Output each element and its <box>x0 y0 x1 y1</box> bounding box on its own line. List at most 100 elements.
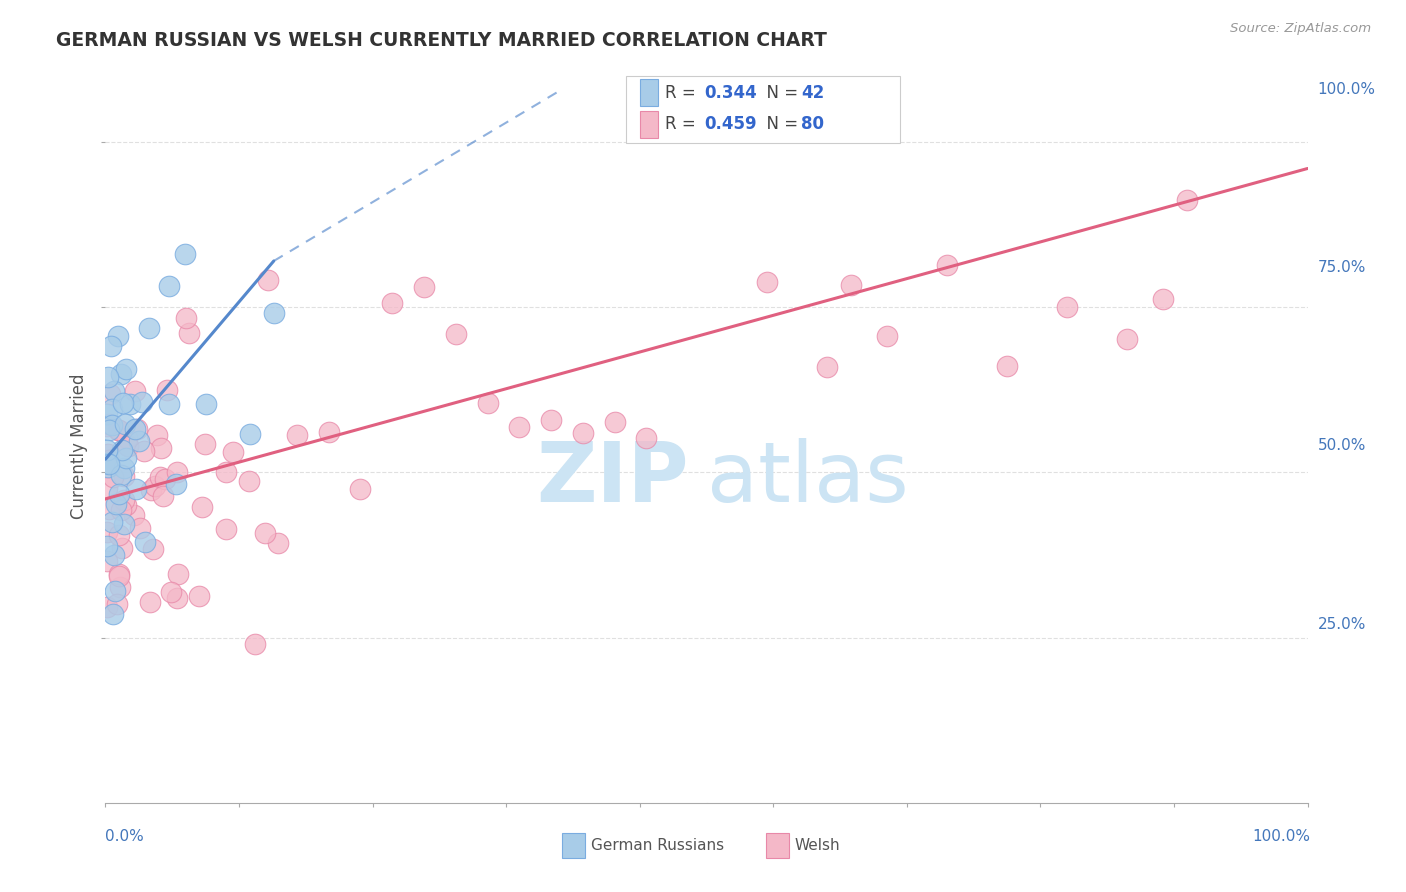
Point <box>1175 194 1198 208</box>
Point <box>100 338 122 352</box>
Text: 25.0%: 25.0% <box>1317 617 1365 632</box>
Point <box>143 478 166 492</box>
Point <box>101 418 124 433</box>
Point <box>108 527 131 541</box>
Point <box>115 451 138 466</box>
Text: R =: R = <box>665 84 702 102</box>
Point <box>115 498 138 512</box>
Point <box>124 384 146 399</box>
Point <box>839 277 862 292</box>
Point <box>128 521 150 535</box>
Point <box>96 443 118 458</box>
Text: N =: N = <box>756 84 804 102</box>
Text: GERMAN RUSSIAN VS WELSH CURRENTLY MARRIED CORRELATION CHART: GERMAN RUSSIAN VS WELSH CURRENTLY MARRIE… <box>56 31 827 50</box>
Point <box>267 536 290 550</box>
Point <box>124 422 146 436</box>
Point <box>215 522 238 536</box>
Point <box>166 591 188 606</box>
Text: 100.0%: 100.0% <box>1253 830 1310 844</box>
Point <box>243 637 266 651</box>
Point <box>125 422 148 436</box>
Point <box>124 508 146 523</box>
Point <box>177 326 200 340</box>
Point <box>285 428 308 442</box>
Point <box>444 326 467 341</box>
Point <box>98 423 121 437</box>
Point <box>96 419 118 434</box>
Point <box>112 461 135 475</box>
Point <box>165 476 187 491</box>
Point <box>166 567 188 582</box>
Point <box>222 445 245 459</box>
Text: 42: 42 <box>801 84 825 102</box>
Point <box>166 465 188 479</box>
Point <box>105 497 128 511</box>
Point <box>112 492 135 507</box>
Point <box>146 427 169 442</box>
Point <box>96 481 118 495</box>
Point <box>815 360 838 375</box>
Point <box>100 515 122 529</box>
Point <box>132 444 155 458</box>
Point <box>110 468 132 483</box>
Point <box>96 554 118 568</box>
Point <box>195 397 218 411</box>
Point <box>98 453 121 467</box>
Text: 80: 80 <box>801 115 824 133</box>
Point <box>139 595 162 609</box>
Point <box>117 439 139 453</box>
Point <box>105 597 128 611</box>
Point <box>174 310 197 325</box>
Point <box>124 482 146 496</box>
Point <box>117 438 139 452</box>
Text: 0.459: 0.459 <box>704 115 756 133</box>
Point <box>188 589 211 603</box>
Point <box>755 275 778 289</box>
Point <box>636 431 658 445</box>
Point <box>107 423 129 437</box>
Point <box>157 397 180 411</box>
Text: ZIP: ZIP <box>536 438 689 518</box>
Point <box>149 470 172 484</box>
Point <box>101 607 124 622</box>
Point <box>152 489 174 503</box>
Point <box>150 441 173 455</box>
Point <box>96 407 118 421</box>
Point <box>108 569 131 583</box>
Point <box>572 425 595 440</box>
Point <box>254 525 277 540</box>
Point <box>97 501 120 516</box>
Point <box>118 397 141 411</box>
Point <box>603 415 626 429</box>
Point <box>103 548 125 562</box>
Point <box>194 437 217 451</box>
Point <box>138 321 160 335</box>
Point <box>96 456 118 470</box>
Point <box>413 280 436 294</box>
Point <box>114 417 136 431</box>
Point <box>115 432 138 446</box>
Point <box>96 539 118 553</box>
Point <box>173 247 195 261</box>
Point <box>256 273 278 287</box>
Point <box>111 541 134 555</box>
Point <box>100 387 122 401</box>
Point <box>107 487 129 501</box>
Point <box>381 296 404 310</box>
Point <box>540 412 562 426</box>
Point <box>318 425 340 440</box>
Point <box>108 423 131 437</box>
Text: German Russians: German Russians <box>591 838 724 853</box>
Point <box>108 567 131 582</box>
Text: Source: ZipAtlas.com: Source: ZipAtlas.com <box>1230 22 1371 36</box>
Point <box>508 419 530 434</box>
Point <box>112 468 135 483</box>
Point <box>157 279 180 293</box>
Text: 50.0%: 50.0% <box>1317 439 1365 453</box>
Point <box>263 306 285 320</box>
Point <box>96 460 118 475</box>
Point <box>134 534 156 549</box>
Point <box>477 396 499 410</box>
Point <box>936 258 959 272</box>
Point <box>97 370 120 384</box>
